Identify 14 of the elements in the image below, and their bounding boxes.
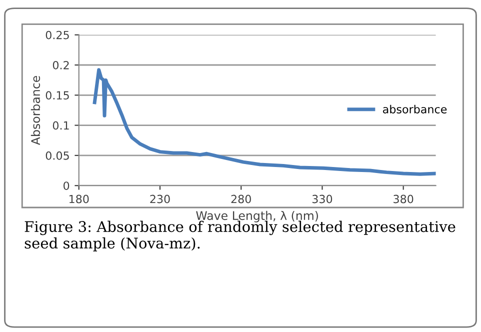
caption: Figure 3: Absorbance of randomly selected representative seed sample (Nova-mz). [24, 220, 456, 252]
y-tick-label: 0 [64, 182, 70, 190]
y-tick-label: 0.15 [46, 91, 69, 100]
y-axis-title: Absorbance [30, 76, 40, 146]
y-tick-label: 0.05 [46, 151, 69, 160]
x-tick-label: 180 [70, 194, 89, 204]
y-tick-label: 0.2 [52, 60, 69, 70]
x-tick-label: 230 [150, 194, 170, 204]
x-tick-label: 380 [394, 194, 414, 204]
y-tick-label: 0.25 [46, 30, 69, 40]
x-tick-label: 330 [312, 194, 332, 204]
y-tick-label: 0.1 [52, 121, 69, 130]
legend-label: absorbance [383, 104, 447, 114]
x-tick-label: 280 [231, 194, 251, 204]
